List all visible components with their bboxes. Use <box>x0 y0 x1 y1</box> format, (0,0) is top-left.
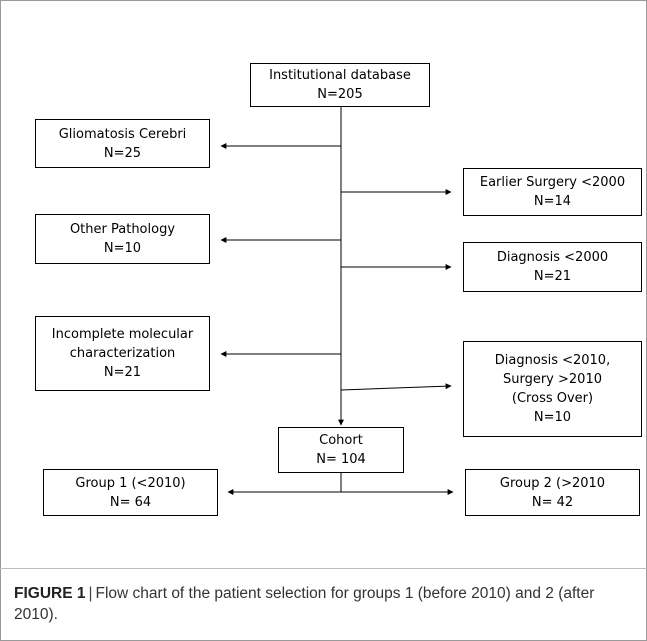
box-count: N=21 <box>103 365 142 380</box>
box-institutional-database: Institutional database N=205 <box>250 63 430 107</box>
box-line: Diagnosis <2010, <box>494 353 611 368</box>
caption-label: FIGURE 1 <box>14 585 86 602</box>
box-count: N=14 <box>533 194 572 209</box>
box-line: Earlier Surgery <2000 <box>479 175 626 190</box>
box-count: N=25 <box>103 145 142 161</box>
caption-divider <box>0 568 647 569</box>
flow-chart: Institutional database N=205 Gliomatosis… <box>35 63 642 516</box>
box-other-pathology: Other Pathology N=10 <box>35 214 210 264</box>
box-line: Other Pathology <box>69 222 176 237</box>
box-line: (Cross Over) <box>511 391 594 406</box>
box-line: Group 2 (>2010 <box>499 475 606 491</box>
arrow-to-crossover <box>340 383 452 391</box>
box-count: N= 64 <box>109 494 152 510</box>
box-cohort: Cohort N= 104 <box>278 427 404 473</box>
box-crossover: Diagnosis <2010, Surgery >2010 (Cross Ov… <box>463 341 642 437</box>
box-line: Group 1 (<2010) <box>75 475 186 491</box>
connector-lines <box>220 106 454 495</box>
figure-caption: FIGURE 1 | Flow chart of the patient selec… <box>14 583 629 625</box>
box-count: N=10 <box>533 410 572 425</box>
box-line: characterization <box>69 346 176 361</box>
box-line: Surgery >2010 <box>502 372 602 387</box>
box-group2: Group 2 (>2010 N= 42 <box>465 469 640 516</box>
box-line: Diagnosis <2000 <box>496 250 609 265</box>
box-gliomatosis-cerebri: Gliomatosis Cerebri N=25 <box>35 119 210 168</box>
box-diagnosis-2000: Diagnosis <2000 N=21 <box>463 242 642 292</box>
box-group1: Group 1 (<2010) N= 64 <box>43 469 218 516</box>
box-incomplete-molecular: Incomplete molecular characterization N=… <box>35 316 210 391</box>
box-earlier-surgery: Earlier Surgery <2000 N=14 <box>463 168 642 216</box>
caption-separator: | <box>88 585 93 602</box>
box-count: N=21 <box>533 269 572 284</box>
box-count: N=205 <box>317 87 363 102</box>
box-line: Gliomatosis Cerebri <box>58 126 187 142</box>
box-count: N=10 <box>103 241 142 256</box>
box-line: Cohort <box>319 433 363 448</box>
box-count: N= 42 <box>531 494 574 510</box>
caption-text: Flow chart of the patient selection for … <box>14 585 595 623</box>
box-count: N= 104 <box>316 452 366 467</box>
box-line: Incomplete molecular <box>51 327 194 342</box>
box-line: Institutional database <box>269 68 411 83</box>
